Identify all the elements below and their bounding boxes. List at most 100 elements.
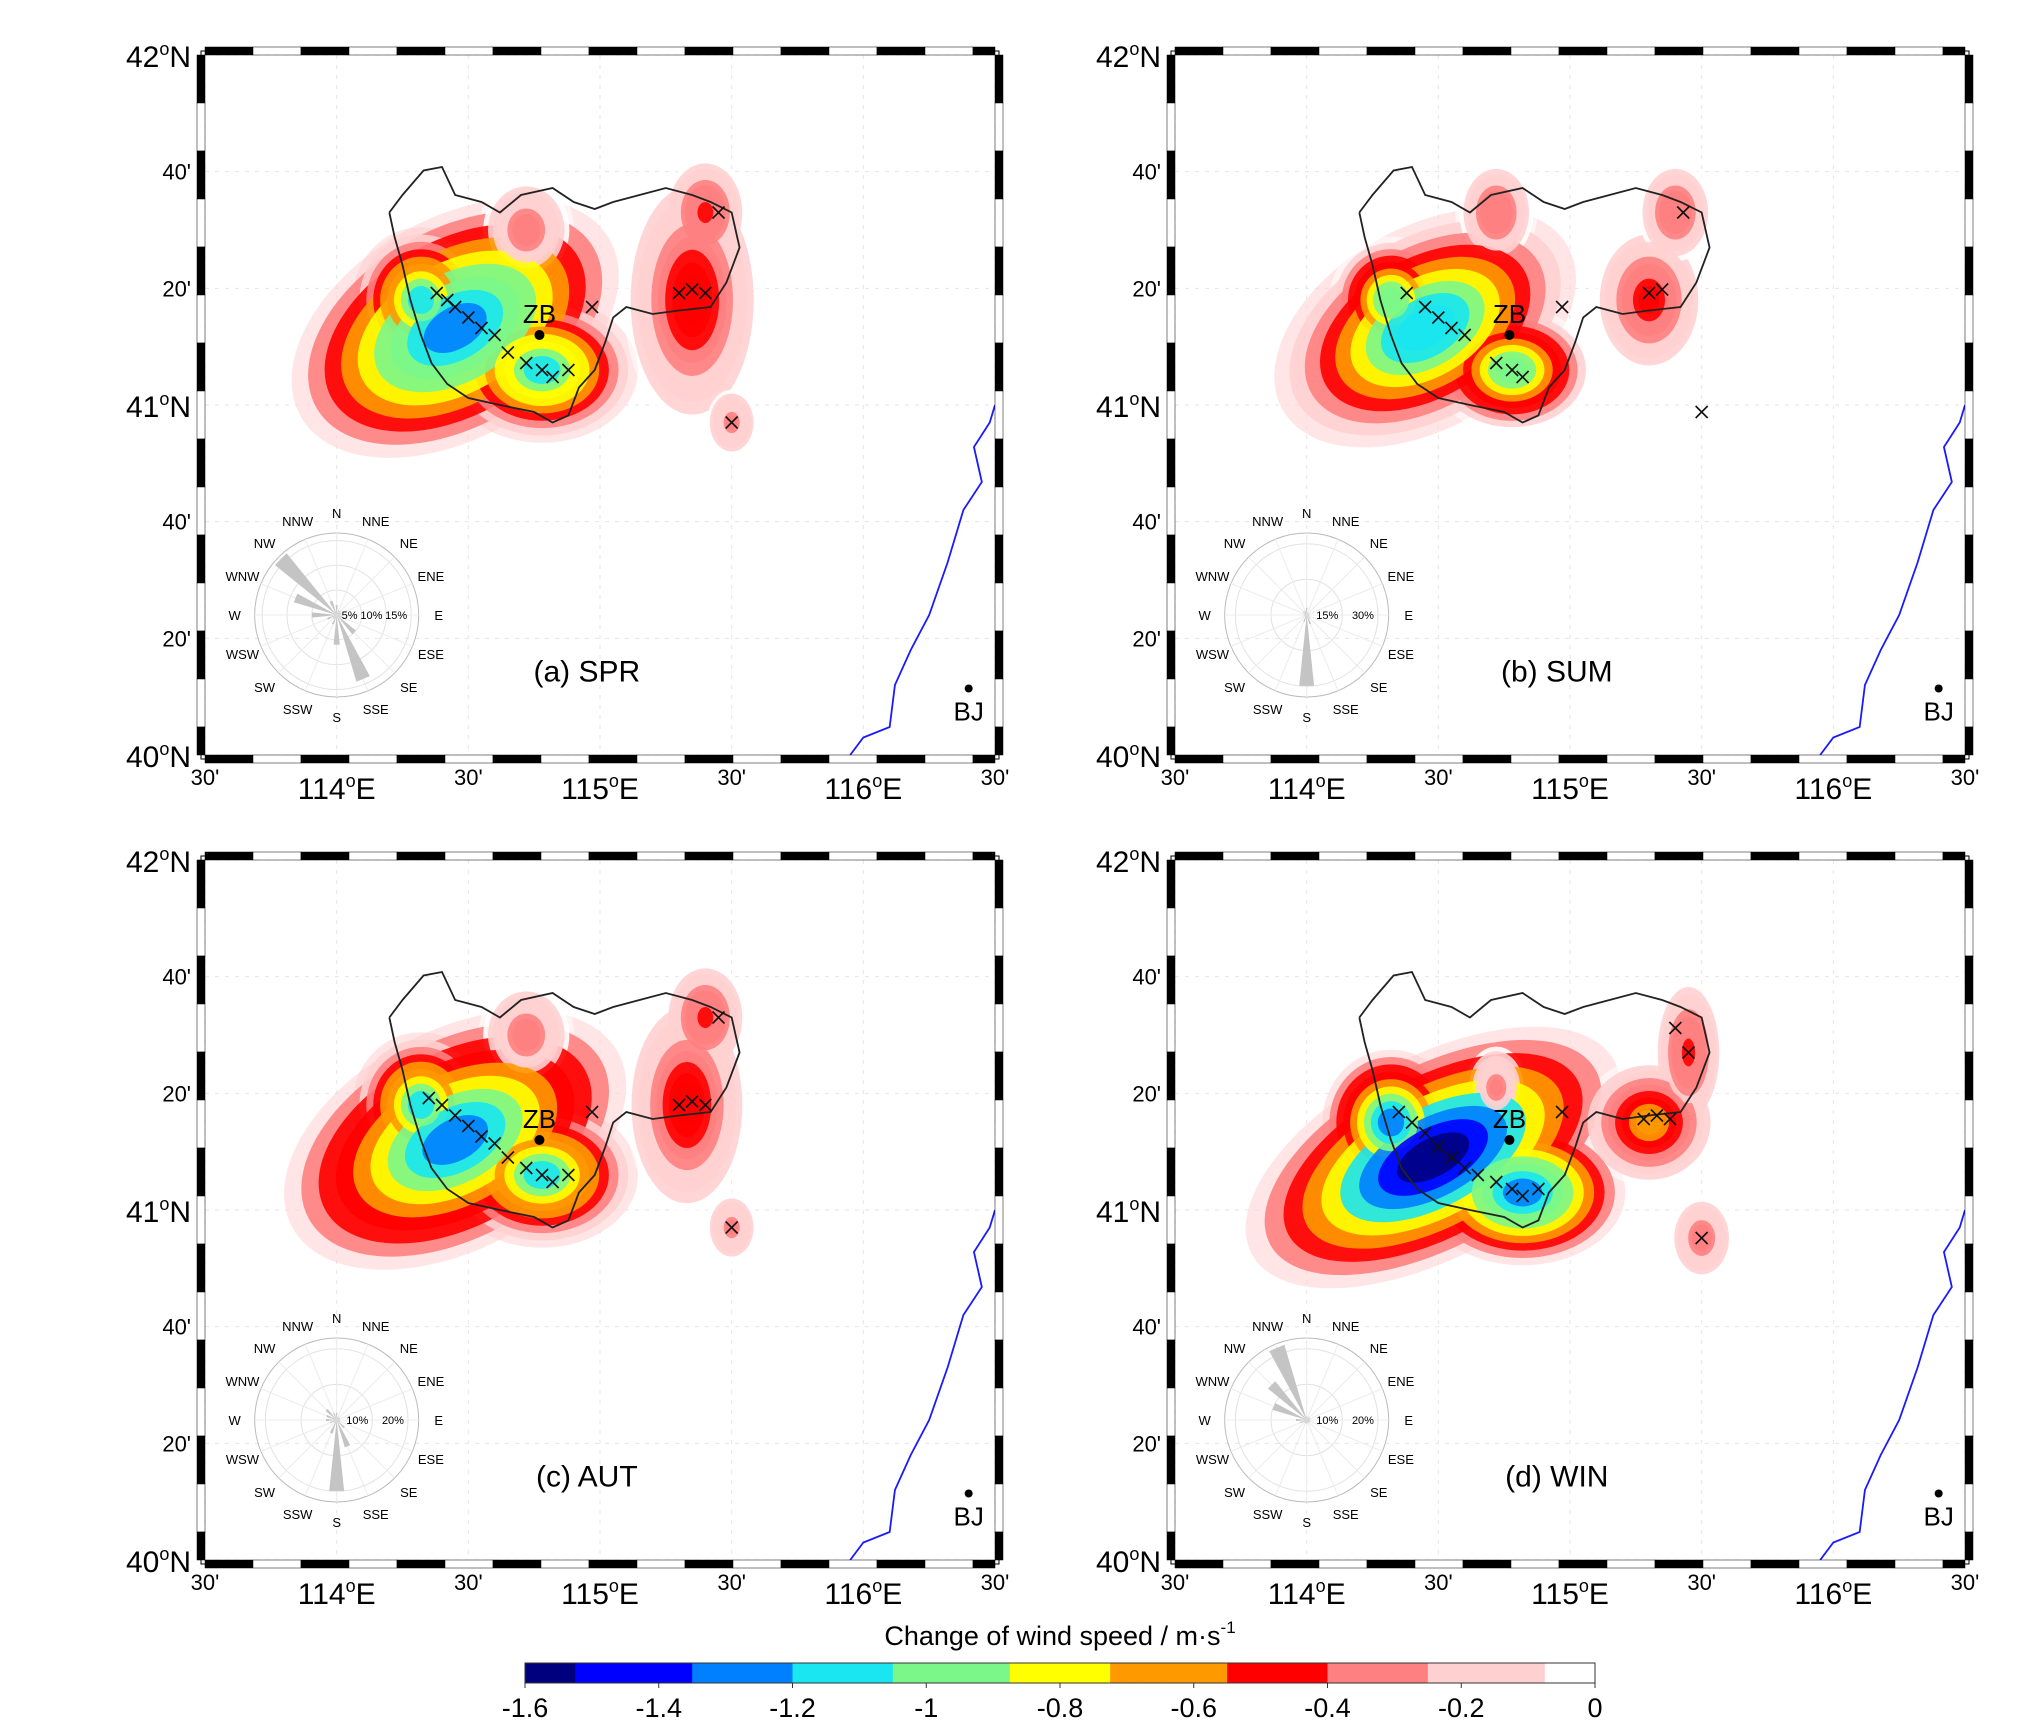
longitude-label: 116oE: [1794, 1576, 1872, 1611]
rose-petal-n: [1305, 607, 1308, 615]
rose-petal-s: [333, 615, 340, 645]
significance-cross: [1400, 286, 1414, 300]
significance-cross: [1418, 1126, 1432, 1140]
rose-petal-sw: [1304, 615, 1307, 617]
colorbar-tick-label: -1.4: [635, 1693, 682, 1722]
longitude-label: 30': [1687, 1570, 1716, 1595]
colorbar-swatch: [909, 1663, 927, 1683]
rose-petal-ssw: [1303, 615, 1307, 622]
colorbar-swatch: [1561, 1663, 1579, 1683]
significance-cross: [1489, 356, 1503, 370]
colorbar-swatch: [1377, 1663, 1395, 1683]
colorbar-swatch: [876, 1663, 894, 1683]
colorbar-swatch: [692, 1663, 710, 1683]
rose-direction-label: S: [1302, 710, 1311, 725]
rose-direction-label: WSW: [226, 647, 260, 662]
rose-direction-label: SW: [254, 680, 276, 695]
longitude-label: 30': [1424, 765, 1453, 790]
significance-cross: [1458, 1161, 1472, 1175]
colorbar-swatch: [575, 1663, 593, 1683]
rose-ring-label: 30%: [1352, 610, 1374, 622]
colorbar-swatch: [1126, 1663, 1145, 1683]
wind-change-field: [1245, 979, 1736, 1289]
latitude-label: 20': [1132, 626, 1161, 651]
latitude-label: 42oN: [126, 844, 191, 879]
city-marker-bj: [1934, 1489, 1943, 1498]
rose-direction-label: NE: [400, 536, 418, 551]
rose-petal-nne: [336, 610, 340, 615]
rose-ring-label: 10%: [1316, 1415, 1338, 1427]
rose-petal-nne: [1306, 1416, 1309, 1420]
significance-cross: [461, 310, 475, 325]
rose-direction-label: SSE: [1333, 702, 1359, 717]
provincial-border: [849, 1209, 995, 1560]
contour-level: [697, 202, 714, 223]
significance-cross: [1516, 370, 1530, 384]
provincial-border: [1819, 404, 1965, 755]
significance-cross: [1418, 300, 1432, 314]
longitude-label: 114oE: [1268, 771, 1346, 806]
colorbar-swatch: [1360, 1663, 1379, 1683]
significance-cross: [435, 1098, 449, 1112]
latitude-label: 20': [162, 1431, 191, 1456]
wind-rose: 5% 10% 15% N NNE NE ENE E ESE SE SSE S SSW SW WSW W WNW N…: [225, 506, 444, 725]
significance-cross: [1637, 1112, 1651, 1126]
colorbar-swatch: [1528, 1663, 1546, 1683]
colorbar-tick-label: -0.2: [1438, 1693, 1485, 1722]
rose-petal-n: [1306, 1416, 1308, 1420]
rose-direction-label: S: [1302, 1515, 1311, 1530]
colorbar-swatch: [541, 1663, 560, 1683]
significance-cross: [535, 363, 549, 377]
city-label-bj: BJ: [1923, 1502, 1953, 1532]
significance-cross: [685, 282, 699, 297]
latitude-label: 42oN: [1096, 844, 1161, 879]
rose-direction-label: W: [229, 608, 242, 623]
latitude-label: 40': [1132, 510, 1161, 535]
significance-cross: [430, 286, 444, 300]
latitude-label: 40': [162, 160, 191, 185]
significance-cross: [488, 1136, 502, 1151]
rose-direction-label: ESE: [1388, 647, 1414, 662]
longitude-label: 115oE: [561, 771, 639, 806]
significance-cross: [1668, 1021, 1682, 1035]
city-label-zb: ZB: [1493, 1104, 1526, 1134]
significance-cross: [461, 1119, 475, 1133]
significance-cross: [519, 1161, 533, 1175]
contour-level: [679, 275, 706, 325]
significance-cross: [672, 1098, 686, 1112]
contour-level: [697, 1007, 714, 1028]
rose-petal-ene: [336, 612, 342, 615]
colorbar-swatch: [1477, 1663, 1496, 1683]
city-label-bj: BJ: [953, 1502, 983, 1532]
rose-petal-nw: [1267, 1381, 1307, 1420]
rose-direction-label: ESE: [418, 647, 444, 662]
significance-cross: [519, 356, 533, 370]
longitude-label: 30': [454, 1570, 483, 1595]
colorbar-swatch: [1494, 1663, 1513, 1683]
rose-ring-label: 20%: [382, 1415, 404, 1427]
longitude-label: 30': [1424, 1570, 1453, 1595]
significance-cross: [1431, 1140, 1445, 1154]
colorbar-tick-label: 0: [1587, 1693, 1602, 1722]
panel-label: (c) AUT: [536, 1461, 638, 1494]
rose-direction-label: NNW: [282, 1319, 314, 1334]
significance-cross: [685, 1094, 699, 1109]
rose-petal-wsw: [1304, 615, 1307, 617]
significance-cross: [1663, 1112, 1677, 1126]
colorbar: Change of wind speed / m·s-1 -1.6 -1.4 -1.2…: [502, 1618, 1603, 1722]
significance-cross: [698, 286, 712, 300]
city-label-zb: ZB: [523, 1104, 556, 1134]
rose-petal-sw: [332, 615, 337, 619]
wind-rose: 10% 20% N NNE NE ENE E ESE SE SSE S SSW SW WSW W WNW NW N…: [225, 1311, 444, 1530]
longitude-label: 115oE: [1531, 771, 1609, 806]
rose-ring-label: 20%: [1352, 1415, 1374, 1427]
colorbar-swatch: [792, 1663, 810, 1683]
city-marker-zb: [534, 330, 545, 340]
rose-petal-sse: [1306, 1420, 1309, 1424]
rose-direction-label: SE: [400, 680, 418, 695]
latitude-label: 40': [162, 1315, 191, 1340]
rose-petal-se: [336, 615, 356, 635]
rose-direction-label: WSW: [1196, 1452, 1230, 1467]
rose-direction-label: W: [1199, 1413, 1212, 1428]
rose-direction-label: ESE: [418, 1452, 444, 1467]
